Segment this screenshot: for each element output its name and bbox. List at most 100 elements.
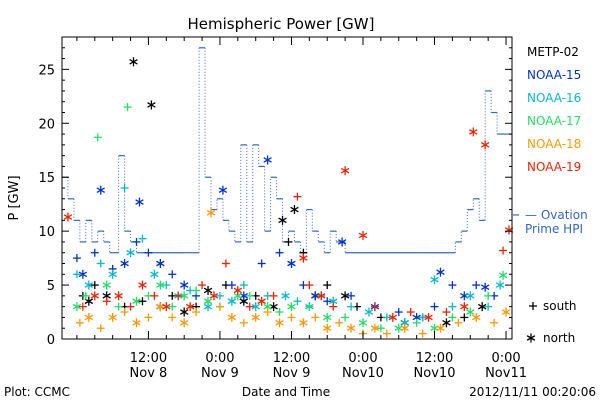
x-tick-label-date-1: Nov 9 <box>201 366 239 381</box>
point-noaa-17-10 <box>179 291 189 301</box>
point-noaa-15-17-arm <box>263 157 272 163</box>
point-noaa-16-15-arm <box>251 303 260 310</box>
point-noaa-19-21 <box>317 291 326 301</box>
point-noaa-17-19 <box>305 302 314 311</box>
point-noaa-15-6 <box>132 237 141 246</box>
point-noaa-18-10 <box>192 308 201 317</box>
point-noaa-19-31-arm <box>469 129 478 135</box>
point-metp-02-12-arm <box>203 287 213 294</box>
point-noaa-16-14 <box>239 281 248 290</box>
point-noaa-15-26 <box>394 308 403 317</box>
point-noaa-18-12 <box>215 302 224 311</box>
point-noaa-18-31 <box>472 312 481 322</box>
point-noaa-18-19-arm <box>299 320 308 326</box>
point-noaa-19-4 <box>114 291 123 301</box>
point-noaa-18-3-arm <box>108 314 117 321</box>
point-noaa-16-1 <box>84 280 94 290</box>
series-noaa-18 <box>75 208 511 338</box>
x-tick-label-time-2: 12:00 <box>273 351 310 366</box>
series-noaa-16 <box>72 184 505 328</box>
point-noaa-17-16-arm <box>263 303 272 310</box>
point-noaa-16-1-arm <box>84 282 94 288</box>
point-metp-02-12 <box>203 285 213 295</box>
point-noaa-19-20 <box>305 281 314 290</box>
point-noaa-16-27-arm <box>430 276 439 283</box>
x-tick-label-time-0: 12:00 <box>130 351 167 366</box>
point-noaa-16-27 <box>430 275 439 285</box>
data-points <box>63 57 514 338</box>
point-noaa-16-5-arm <box>126 249 135 256</box>
point-noaa-16-7 <box>150 269 159 279</box>
point-noaa-18-18 <box>287 313 296 322</box>
point-noaa-17-30 <box>498 270 508 280</box>
point-metp-02-30-arm <box>477 303 487 310</box>
point-metp-02-22 <box>323 281 332 290</box>
point-noaa-16-8 <box>162 281 171 290</box>
point-noaa-18-27 <box>400 323 409 333</box>
point-noaa-18-2 <box>96 324 105 333</box>
point-noaa-19-21-arm <box>317 293 326 299</box>
point-metp-02-3-arm <box>102 293 111 299</box>
point-noaa-19-16-arm <box>257 298 266 305</box>
series-noaa-15 <box>72 155 499 322</box>
point-noaa-15-14 <box>227 281 236 290</box>
point-noaa-15-9-arm <box>156 260 165 267</box>
point-noaa-16-30 <box>484 302 493 311</box>
point-noaa-18-25 <box>370 323 380 333</box>
point-noaa-15-27-arm <box>412 314 421 321</box>
point-noaa-19-27 <box>406 308 415 317</box>
point-noaa-19-0-arm <box>63 214 73 220</box>
legend-noaa-16: NOAA-16 <box>527 91 581 105</box>
point-noaa-17-0 <box>72 302 82 312</box>
point-noaa-19-6 <box>138 280 147 290</box>
point-noaa-19-7 <box>150 291 159 300</box>
y-tick-label-25: 25 <box>38 63 55 78</box>
point-noaa-15-1-arm <box>78 271 88 278</box>
point-noaa-18-9-arm <box>179 320 189 326</box>
point-noaa-16-13 <box>227 296 237 306</box>
point-metp-02-10 <box>179 307 189 317</box>
point-noaa-15-5-arm <box>120 260 129 267</box>
point-noaa-15-10 <box>168 270 177 279</box>
point-noaa-18-22 <box>335 318 344 327</box>
point-metp-02-16 <box>269 302 278 312</box>
point-metp-02-5 <box>129 57 138 67</box>
point-noaa-19-19-arm <box>299 255 308 261</box>
point-noaa-17-2 <box>93 133 102 142</box>
y-tick-label-0: 0 <box>47 333 55 348</box>
point-noaa-18-13-arm <box>227 314 237 321</box>
point-noaa-16-29 <box>466 291 475 301</box>
x-tick-label-time-4: 12:00 <box>416 351 453 366</box>
point-noaa-15-28 <box>430 302 439 311</box>
point-metp-02-23-arm <box>340 293 350 299</box>
point-noaa-18-15 <box>251 312 260 322</box>
point-noaa-19-13 <box>221 259 230 268</box>
point-noaa-15-9 <box>156 259 165 268</box>
point-noaa-15-32 <box>472 281 481 290</box>
legend-noaa-19: NOAA-19 <box>527 160 581 174</box>
point-metp-02-28 <box>442 318 451 328</box>
point-noaa-17-22-arm <box>358 320 368 326</box>
point-noaa-17-12 <box>203 296 213 306</box>
point-noaa-17-15 <box>245 291 254 300</box>
point-noaa-18-30 <box>454 318 463 327</box>
point-noaa-18-11 <box>206 208 216 218</box>
point-noaa-16-3 <box>108 269 117 279</box>
point-noaa-19-8 <box>162 302 171 312</box>
legend-south-label: south <box>543 299 577 313</box>
plot-frame <box>61 36 513 340</box>
point-noaa-15-16 <box>257 259 266 268</box>
point-metp-02-19-arm <box>290 206 299 213</box>
point-noaa-15-29-arm <box>436 269 445 275</box>
point-noaa-19-25 <box>370 302 379 311</box>
point-noaa-16-31 <box>495 280 505 290</box>
point-noaa-16-28 <box>448 302 457 311</box>
point-noaa-17-4 <box>114 302 123 311</box>
point-noaa-19-17 <box>269 291 278 300</box>
point-noaa-17-20-arm <box>323 314 332 321</box>
x-tick-label-date-5: Nov11 <box>485 366 527 381</box>
point-noaa-18-29-arm <box>436 325 445 332</box>
point-noaa-19-4-arm <box>114 293 123 299</box>
